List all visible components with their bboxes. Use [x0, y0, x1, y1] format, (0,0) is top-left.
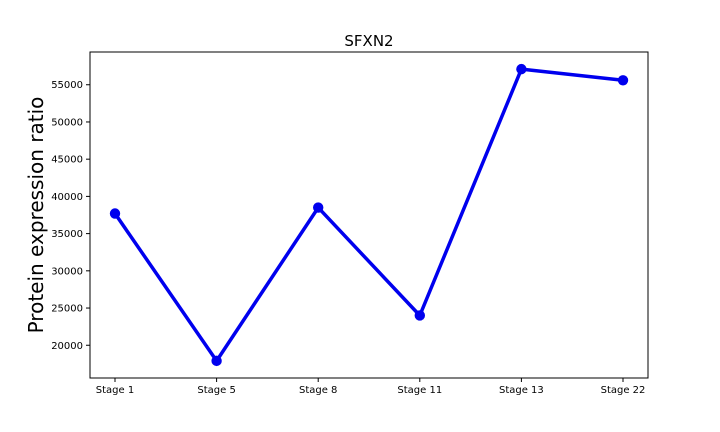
- y-tick-label: 30000: [51, 266, 83, 277]
- series-layer: [109, 63, 629, 367]
- x-tick-label: Stage 22: [601, 385, 646, 396]
- data-point: [313, 202, 324, 213]
- data-point: [516, 63, 527, 75]
- data-point: [211, 355, 222, 367]
- x-tick-label: Stage 11: [397, 385, 442, 396]
- y-tick-label: 55000: [51, 80, 83, 91]
- x-axis-ticks: Stage 1 Stage 5 Stage 8 Stage 11 Stage 13 Sta…: [96, 378, 646, 396]
- y-tick-label: 50000: [51, 117, 83, 128]
- y-tick-label: 45000: [51, 155, 83, 166]
- x-tick-label: Stage 5: [197, 385, 235, 396]
- data-point: [109, 208, 121, 219]
- x-tick-label: Stage 13: [499, 385, 544, 396]
- y-axis-title: Protein expression ratio: [24, 97, 48, 334]
- chart-title: SFXN2: [344, 32, 393, 50]
- y-tick-label: 20000: [51, 341, 83, 352]
- x-tick-label: Stage 1: [96, 385, 134, 396]
- plot-area-frame: [89, 51, 649, 379]
- y-axis-ticks: 20000 25000 30000 35000 40000 45000 50000 55000: [51, 80, 90, 352]
- data-point: [414, 310, 425, 321]
- y-tick-label: 35000: [51, 229, 83, 240]
- x-tick-label: Stage 8: [299, 385, 337, 396]
- y-tick-label: 40000: [51, 192, 83, 203]
- y-tick-label: 25000: [51, 304, 83, 315]
- series-line: [113, 67, 624, 363]
- data-point: [617, 75, 629, 86]
